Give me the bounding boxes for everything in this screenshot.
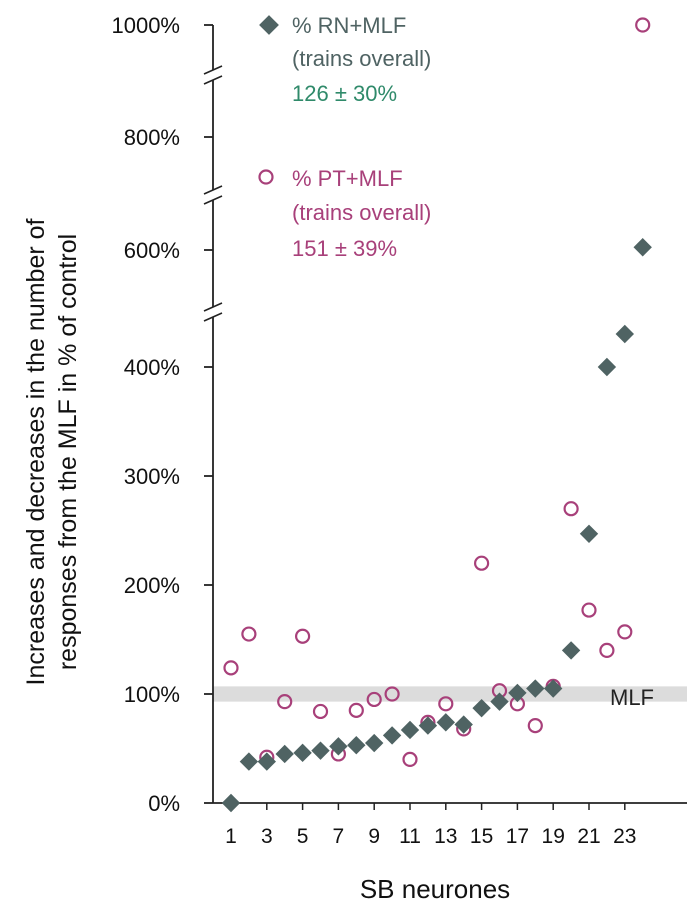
y-tick-label: 600% xyxy=(124,238,180,263)
data-point-rn-mlf xyxy=(490,692,509,711)
x-tick-label: 9 xyxy=(368,825,380,848)
y-axis-title: Increases and decreases in the number of… xyxy=(22,218,82,685)
legend-marker-pt-mlf xyxy=(258,169,274,185)
x-tick-labels: 1 3 5 7 9 11 13 15 17 19 21 23 xyxy=(225,825,636,848)
data-point-pt-mlf xyxy=(277,694,293,710)
data-point-pt-mlf xyxy=(384,686,400,702)
x-tick-label: 13 xyxy=(434,825,457,848)
data-point-rn-mlf xyxy=(472,698,491,718)
data-point-pt-mlf xyxy=(617,624,633,640)
data-point-rn-mlf xyxy=(436,713,455,732)
series-rn-mlf xyxy=(221,238,652,813)
data-point-rn-mlf xyxy=(329,737,348,756)
data-point-pt-mlf xyxy=(223,660,239,676)
y-tick-label: 200% xyxy=(124,573,180,598)
axis-break-mark xyxy=(203,65,223,75)
data-point-rn-mlf xyxy=(454,715,473,734)
data-point-rn-mlf xyxy=(400,720,420,740)
data-point-rn-mlf xyxy=(633,238,652,257)
legend-note-rn-mlf: (trains overall) xyxy=(292,46,431,71)
data-point-rn-mlf xyxy=(579,524,599,543)
axis-break-gap xyxy=(205,190,221,200)
x-tick-label: 21 xyxy=(577,825,600,848)
series-pt-mlf xyxy=(223,17,651,768)
data-point-pt-mlf xyxy=(581,602,597,618)
reference-band xyxy=(213,686,687,702)
y-axis-title-line-2: responses from the MLF in % of control xyxy=(54,234,82,670)
y-tick-label: 400% xyxy=(124,355,180,380)
axis-break-gap xyxy=(205,70,221,80)
data-point-rn-mlf xyxy=(418,716,438,735)
legend: % RN+MLF (trains overall) 126 ± 30% % PT… xyxy=(258,13,431,261)
x-tick-label: 7 xyxy=(333,825,345,848)
x-tick-label: 15 xyxy=(470,825,493,848)
y-tick-label: 100% xyxy=(124,682,180,707)
data-point-pt-mlf xyxy=(563,501,579,517)
data-point-rn-mlf xyxy=(544,679,563,698)
x-tick-label: 11 xyxy=(399,825,421,848)
x-tick-label: 19 xyxy=(542,825,565,848)
x-tick-label: 3 xyxy=(261,825,273,848)
data-point-rn-mlf xyxy=(597,357,617,377)
axis-break-gap xyxy=(205,307,221,317)
data-point-rn-mlf xyxy=(239,752,259,771)
axes xyxy=(203,24,687,810)
legend-stat-rn-mlf: 126 ± 30% xyxy=(292,81,397,106)
reference-band-layer xyxy=(213,686,687,702)
axis-break-mark xyxy=(203,312,223,322)
data-point-pt-mlf xyxy=(635,17,651,33)
axis-break-mark xyxy=(203,185,223,195)
x-tick-label: 1 xyxy=(225,825,237,848)
legend-name-rn-mlf: % RN+MLF xyxy=(292,13,406,38)
data-point-pt-mlf xyxy=(366,691,382,708)
data-point-rn-mlf xyxy=(221,793,241,813)
data-point-rn-mlf xyxy=(293,743,312,763)
data-point-rn-mlf xyxy=(382,726,402,745)
data-point-pt-mlf xyxy=(474,555,490,571)
y-tick-label: 800% xyxy=(124,125,180,150)
axis-break-mark xyxy=(203,75,223,85)
reference-band-label: MLF xyxy=(610,685,654,710)
x-tick-label: 5 xyxy=(297,825,309,848)
y-tick-label: 0% xyxy=(148,791,180,816)
axis-break-mark xyxy=(203,195,223,205)
data-point-rn-mlf xyxy=(615,324,634,344)
data-point-rn-mlf xyxy=(257,752,276,771)
data-point-pt-mlf xyxy=(438,696,454,712)
data-point-pt-mlf xyxy=(599,642,615,659)
legend-stat-pt-mlf: 151 ± 39% xyxy=(292,236,397,261)
axis-break-mark xyxy=(203,302,223,312)
legend-marker-rn-mlf xyxy=(259,15,279,35)
data-point-pt-mlf xyxy=(295,628,311,644)
data-point-pt-mlf xyxy=(241,626,257,642)
data-point-rn-mlf xyxy=(275,744,294,764)
y-tick-labels: 0% 100% 200% 300% 400% 600% 800% 1000% xyxy=(111,13,180,816)
data-point-rn-mlf xyxy=(347,736,366,755)
x-axis-title: SB neurones xyxy=(360,874,510,904)
data-point-pt-mlf xyxy=(527,718,543,734)
y-tick-label: 300% xyxy=(124,464,180,489)
x-tick-label: 23 xyxy=(613,825,636,848)
y-tick-label: 1000% xyxy=(111,13,180,38)
y-axis-title-line-1: Increases and decreases in the number of xyxy=(22,218,50,685)
legend-name-pt-mlf: % PT+MLF xyxy=(292,166,403,191)
legend-note-pt-mlf: (trains overall) xyxy=(292,200,431,225)
data-point-pt-mlf xyxy=(348,702,364,718)
data-point-pt-mlf xyxy=(312,703,329,720)
x-tick-label: 17 xyxy=(506,825,529,848)
data-point-pt-mlf xyxy=(402,751,418,768)
data-point-rn-mlf xyxy=(561,641,581,660)
data-point-rn-mlf xyxy=(311,741,330,760)
data-point-rn-mlf xyxy=(508,683,527,703)
data-point-rn-mlf xyxy=(365,733,384,753)
data-point-rn-mlf xyxy=(526,679,545,698)
